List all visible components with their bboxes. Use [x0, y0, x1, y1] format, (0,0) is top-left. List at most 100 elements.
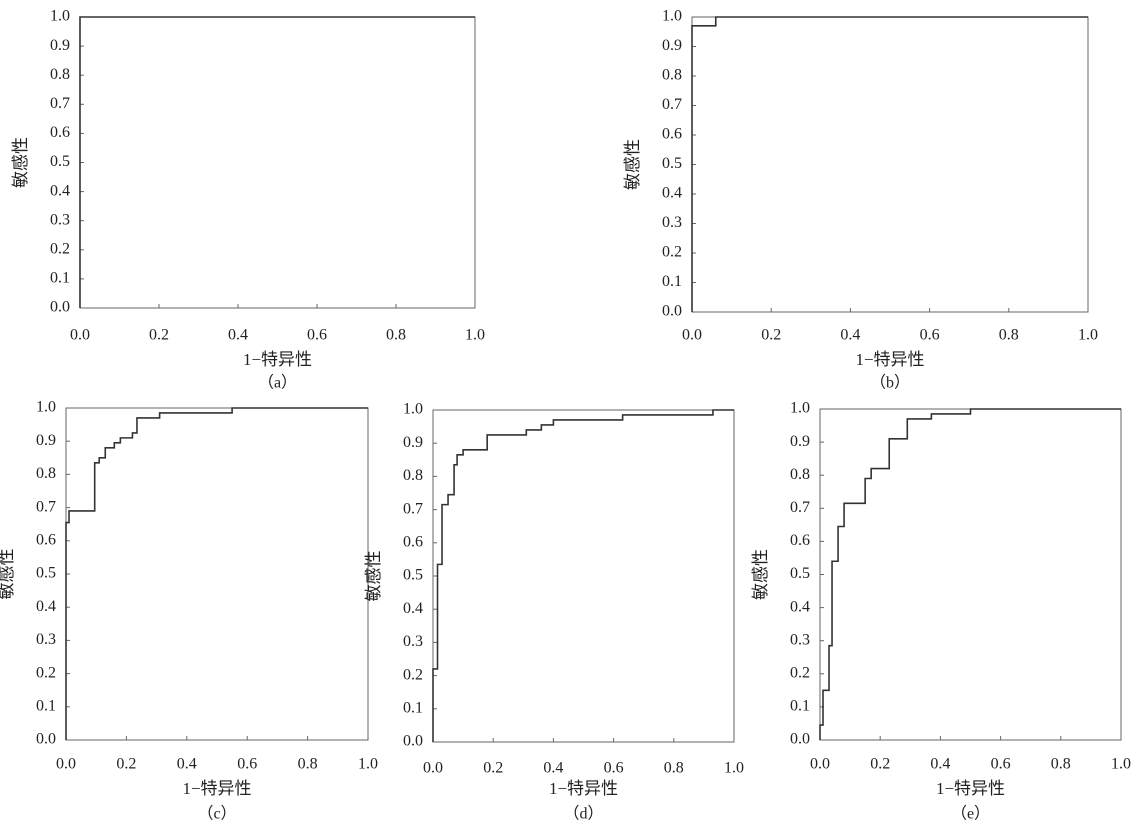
x-tick-label: 1.0: [465, 327, 485, 344]
y-tick-label: 0.4: [50, 182, 70, 199]
y-tick-label: 0.0: [662, 303, 682, 320]
x-tick-label: 0.4: [177, 756, 197, 773]
y-tick-label: 0.3: [790, 631, 810, 648]
x-axis-label: 1−特异性: [855, 350, 924, 369]
y-tick-label: 0.9: [790, 433, 810, 450]
y-tick-label: 0.5: [50, 153, 70, 170]
y-tick-label: 0.5: [36, 565, 56, 582]
y-tick-label: 0.0: [790, 731, 810, 748]
y-tick-label: 0.2: [36, 664, 56, 681]
x-tick-label: 0.0: [810, 756, 830, 773]
y-tick-label: 0.0: [403, 733, 423, 750]
y-tick-label: 0.7: [662, 96, 682, 113]
y-tick-label: 0.7: [50, 95, 70, 112]
x-tick-label: 0.4: [543, 760, 563, 777]
x-tick-label: 0.2: [761, 327, 781, 344]
roc-line: [819, 408, 1121, 740]
y-tick-label: 0.8: [50, 66, 70, 83]
y-tick-label: 0.6: [403, 533, 423, 550]
x-tick-label: 0.2: [870, 756, 890, 773]
roc-line: [432, 409, 734, 742]
y-tick-label: 0.6: [36, 531, 56, 548]
x-tick-label: 0.8: [298, 756, 318, 773]
x-tick-label: 0.6: [991, 756, 1011, 773]
y-tick-label: 0.4: [403, 600, 423, 617]
x-tick-label: 1.0: [1078, 327, 1098, 344]
y-tick-label: 1.0: [50, 8, 70, 25]
y-tick-label: 0.6: [50, 124, 70, 141]
x-tick-label: 0.6: [237, 756, 257, 773]
y-tick-label: 0.2: [662, 244, 682, 261]
y-tick-label: 0.5: [790, 565, 810, 582]
y-tick-label: 1.0: [403, 401, 423, 418]
y-tick-label: 0.2: [790, 664, 810, 681]
y-tick-label: 0.2: [403, 666, 423, 683]
x-axis-label: 1−特异性: [936, 779, 1005, 798]
y-tick-label: 0.9: [403, 434, 423, 451]
y-tick-label: 0.1: [50, 270, 70, 287]
y-tick-label: 0.8: [36, 465, 56, 482]
y-tick-label: 0.5: [662, 155, 682, 172]
x-tick-label: 0.6: [920, 327, 940, 344]
y-tick-label: 1.0: [790, 400, 810, 417]
y-tick-label: 0.7: [36, 498, 56, 515]
x-tick-label: 1.0: [1111, 756, 1131, 773]
x-axis-label: 1−特异性: [549, 779, 618, 798]
plot-frame: [79, 16, 476, 309]
x-tick-label: 0.2: [149, 327, 169, 344]
y-tick-label: 0.7: [790, 499, 810, 516]
y-tick-label: 0.7: [403, 500, 423, 517]
y-tick-label: 0.8: [403, 467, 423, 484]
caption: （c）: [197, 805, 236, 823]
x-tick-label: 0.4: [840, 327, 860, 344]
y-tick-label: 0.6: [662, 126, 682, 143]
x-tick-label: 0.0: [423, 760, 443, 777]
x-axis-label: 1−特异性: [182, 779, 251, 798]
y-tick-label: 0.4: [662, 185, 682, 202]
x-tick-label: 0.8: [386, 327, 406, 344]
x-tick-label: 0.0: [70, 327, 90, 344]
x-tick-label: 0.8: [664, 760, 684, 777]
x-tick-label: 0.6: [307, 327, 327, 344]
x-tick-label: 0.4: [228, 327, 248, 344]
y-tick-label: 0.8: [662, 67, 682, 84]
y-tick-label: 0.1: [36, 697, 56, 714]
y-tick-label: 0.9: [50, 37, 70, 54]
caption: （b）: [870, 374, 910, 392]
y-axis-label: 敏感性: [11, 137, 30, 188]
y-tick-label: 0.3: [36, 631, 56, 648]
caption: （d）: [563, 805, 603, 823]
roc-line: [65, 407, 368, 740]
y-tick-label: 0.1: [403, 699, 423, 716]
plot-frame: [691, 16, 1089, 313]
plot-frame: [65, 407, 369, 741]
y-tick-label: 0.9: [36, 432, 56, 449]
y-tick-label: 0.9: [662, 37, 682, 54]
x-tick-label: 0.0: [682, 327, 702, 344]
plot-frame: [819, 408, 1122, 741]
x-tick-label: 0.0: [56, 756, 76, 773]
x-tick-label: 0.4: [930, 756, 950, 773]
y-tick-label: 0.1: [662, 273, 682, 290]
x-tick-label: 0.8: [999, 327, 1019, 344]
roc-line: [79, 16, 475, 308]
caption: （e）: [951, 805, 990, 823]
y-tick-label: 1.0: [662, 8, 682, 25]
x-tick-label: 0.6: [604, 760, 624, 777]
y-tick-label: 0.3: [50, 211, 70, 228]
y-axis-label: 敏感性: [364, 551, 383, 602]
y-axis-label: 敏感性: [623, 139, 642, 190]
y-tick-label: 0.0: [36, 731, 56, 748]
y-tick-label: 0.4: [36, 598, 56, 615]
y-axis-label: 敏感性: [751, 549, 770, 600]
y-tick-label: 0.6: [790, 532, 810, 549]
y-tick-label: 0.0: [50, 299, 70, 316]
caption: （a）: [258, 374, 297, 392]
y-tick-label: 0.4: [790, 598, 810, 615]
x-tick-label: 0.2: [116, 756, 136, 773]
y-tick-label: 1.0: [36, 399, 56, 416]
x-tick-label: 0.2: [483, 760, 503, 777]
x-tick-label: 0.8: [1051, 756, 1071, 773]
x-tick-label: 1.0: [358, 756, 378, 773]
